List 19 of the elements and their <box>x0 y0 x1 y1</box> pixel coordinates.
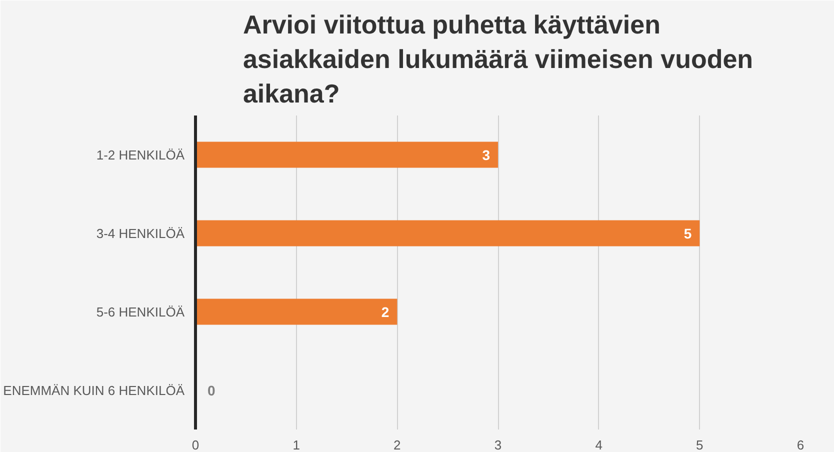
bar <box>196 220 700 246</box>
y-tick-label: ENEMMÄN KUIN 6 HENKILÖÄ <box>3 382 185 398</box>
bar <box>196 298 398 325</box>
x-tick-label: 5 <box>696 438 704 452</box>
x-tick-label: 0 <box>192 438 200 452</box>
data-label: 3 <box>482 146 490 163</box>
data-label: 2 <box>381 304 390 320</box>
data-label: 5 <box>684 225 692 242</box>
y-tick-label: 1-2 HENKILÖÄ <box>96 147 185 162</box>
chart-title: Arvioi viitottua puhetta käyttävien asiakkaiden lukumäärä viimeisen vuoden aikana? <box>242 10 754 108</box>
x-tick-label: 3 <box>494 438 502 452</box>
y-tick-label: 5-6 HENKILÖÄ <box>96 304 185 320</box>
x-tick-label: 1 <box>292 438 300 452</box>
data-label: 0 <box>208 382 216 398</box>
x-tick-label: 6 <box>796 438 804 452</box>
x-tick-label: 4 <box>595 438 602 452</box>
bar <box>196 142 498 168</box>
x-tick-label: 2 <box>394 438 401 452</box>
y-tick-label: 3-4 HENKILÖÄ <box>96 226 185 241</box>
